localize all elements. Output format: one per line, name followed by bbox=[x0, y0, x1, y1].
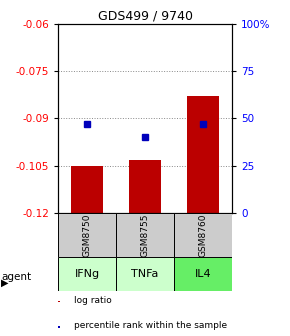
Text: agent: agent bbox=[1, 272, 32, 282]
Bar bbox=[174, 257, 232, 291]
Bar bbox=[58, 213, 116, 257]
Text: log ratio: log ratio bbox=[74, 296, 112, 305]
Text: GSM8760: GSM8760 bbox=[198, 213, 208, 257]
Text: IL4: IL4 bbox=[195, 269, 211, 279]
Text: GSM8750: GSM8750 bbox=[82, 213, 92, 257]
Bar bbox=[187, 96, 219, 213]
Bar bbox=[174, 213, 232, 257]
Text: IFNg: IFNg bbox=[75, 269, 99, 279]
Title: GDS499 / 9740: GDS499 / 9740 bbox=[97, 9, 193, 23]
Bar bbox=[58, 257, 116, 291]
Bar bbox=[71, 166, 103, 213]
Text: GSM8755: GSM8755 bbox=[140, 213, 150, 257]
Bar bbox=[116, 257, 174, 291]
Text: ▶: ▶ bbox=[1, 278, 9, 288]
Text: percentile rank within the sample: percentile rank within the sample bbox=[74, 322, 227, 330]
Bar bbox=[129, 160, 161, 213]
Text: TNFa: TNFa bbox=[131, 269, 159, 279]
Bar bbox=[116, 213, 174, 257]
